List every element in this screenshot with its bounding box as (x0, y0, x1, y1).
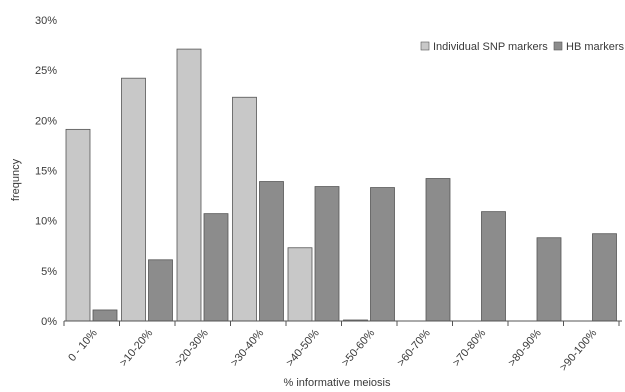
legend-label: HB markers (566, 41, 625, 53)
bar-hb (259, 181, 284, 322)
legend: Individual SNP markers HB markers (420, 41, 625, 53)
x-tick-label: >70-80% (451, 327, 489, 369)
bar-hb (592, 233, 617, 322)
bar-hb (148, 259, 173, 322)
bar-hb (481, 211, 506, 322)
y-tick-label: 25% (35, 65, 57, 77)
x-tick-label: >90-100% (558, 327, 600, 374)
x-tick-label: >40-50% (284, 327, 322, 369)
y-tick-label: 15% (35, 166, 57, 178)
legend-swatch (553, 41, 563, 51)
x-tick-label: 0 - 10% (66, 327, 100, 364)
bar-hb (203, 213, 229, 322)
bar-snp (121, 77, 146, 322)
x-tick-label: >10-20% (118, 327, 156, 369)
x-axis: 0 - 10% >10-20% >20-30% >30-40% >40-50% >50-6… (63, 320, 622, 374)
x-tick-label: >30-40% (229, 327, 267, 369)
bar-hb (370, 187, 395, 322)
bar-hb (92, 309, 118, 322)
x-tick-label: >20-30% (173, 327, 211, 369)
x-axis-title: % informative meiosis (284, 377, 391, 389)
y-tick-label: 0% (41, 316, 57, 328)
bar-snp (176, 48, 202, 322)
x-tick-label: >80-90% (506, 327, 544, 369)
bar-snp (287, 247, 313, 322)
legend-swatch (420, 41, 430, 51)
x-tick-label: >50-60% (340, 327, 378, 369)
bar-snp (232, 96, 257, 322)
bar-hb (314, 186, 340, 322)
bar-hb (536, 237, 562, 322)
y-tick-label: 20% (35, 115, 57, 127)
bar-hb (425, 178, 451, 322)
y-tick-label: 10% (35, 216, 57, 228)
bars (65, 48, 617, 322)
x-tick-label: >60-70% (395, 327, 433, 369)
bar-snp (65, 128, 91, 322)
y-tick-label: 30% (35, 15, 57, 27)
y-axis-title: frequncy (10, 158, 22, 201)
legend-label: Individual SNP markers (433, 41, 548, 53)
y-axis: 0% 5% 10% 15% 20% 25% 30% (35, 15, 57, 328)
y-tick-label: 5% (41, 266, 57, 278)
